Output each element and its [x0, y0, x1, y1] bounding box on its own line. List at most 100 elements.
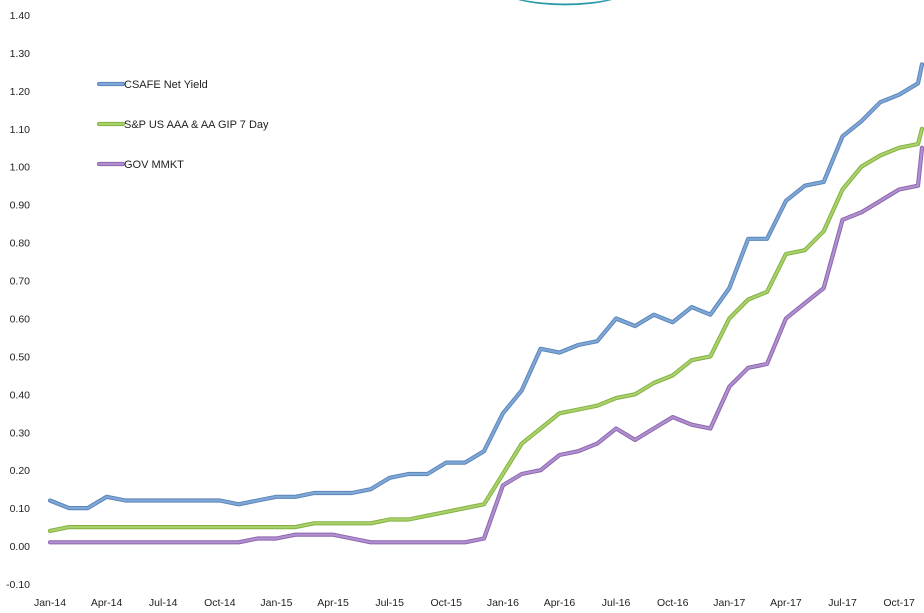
data-point — [407, 541, 409, 543]
data-point — [275, 496, 277, 498]
data-point — [672, 374, 674, 376]
data-point — [256, 537, 258, 539]
y-tick-label: 0.50 — [10, 351, 31, 363]
data-point — [521, 473, 523, 475]
y-tick-label: 0.60 — [10, 313, 31, 325]
data-point — [766, 291, 768, 293]
x-tick-label: Jul-15 — [375, 597, 404, 609]
legend-label: CSAFE Net Yield — [124, 79, 208, 91]
x-tick-label: Oct-14 — [204, 597, 236, 609]
legend-item: CSAFE Net Yield — [96, 79, 208, 91]
legend: CSAFE Net Yield S&P US AAA & AA GIP 7 Day… — [96, 79, 269, 171]
data-point — [917, 185, 919, 187]
y-tick-label: 0.40 — [10, 389, 31, 401]
series-line-outline — [47, 126, 924, 533]
data-point — [445, 511, 447, 513]
data-point — [407, 473, 409, 475]
data-point — [49, 541, 51, 543]
data-point — [294, 496, 296, 498]
data-point — [426, 473, 428, 475]
data-point — [68, 526, 70, 528]
data-point — [124, 526, 126, 528]
data-point — [728, 386, 730, 388]
data-point — [709, 427, 711, 429]
y-tick-label: 1.20 — [10, 86, 31, 98]
data-point — [483, 450, 485, 452]
data-point — [181, 499, 183, 501]
data-point — [728, 317, 730, 319]
data-point — [558, 412, 560, 414]
x-tick-label: Apr-16 — [544, 597, 576, 609]
data-point — [728, 287, 730, 289]
data-point — [917, 82, 919, 84]
data-point — [577, 344, 579, 346]
y-tick-label: 0.90 — [10, 200, 31, 212]
data-point — [219, 541, 221, 543]
data-point — [256, 526, 258, 528]
data-point — [219, 499, 221, 501]
data-point — [332, 534, 334, 536]
series-line-outline — [47, 145, 924, 545]
data-point — [804, 249, 806, 251]
data-point — [389, 541, 391, 543]
data-point — [105, 496, 107, 498]
data-point — [68, 507, 70, 509]
data-point — [521, 442, 523, 444]
data-point — [370, 488, 372, 490]
data-point — [766, 238, 768, 240]
data-point — [124, 541, 126, 543]
data-point — [426, 541, 428, 543]
data-point — [370, 522, 372, 524]
data-point — [313, 492, 315, 494]
data-point — [558, 454, 560, 456]
data-point — [464, 541, 466, 543]
data-point — [87, 541, 89, 543]
data-point — [200, 541, 202, 543]
data-point — [672, 416, 674, 418]
data-point — [294, 526, 296, 528]
data-point — [521, 389, 523, 391]
data-point — [615, 427, 617, 429]
data-point — [596, 442, 598, 444]
data-point — [879, 154, 881, 156]
y-tick-label: 0.80 — [10, 238, 31, 250]
data-point — [709, 314, 711, 316]
y-tick-label: 0.70 — [10, 276, 31, 288]
data-point — [898, 147, 900, 149]
data-point — [577, 450, 579, 452]
data-point — [162, 499, 164, 501]
data-point — [766, 363, 768, 365]
data-point — [502, 412, 504, 414]
data-point — [87, 526, 89, 528]
data-point — [181, 541, 183, 543]
data-point — [464, 507, 466, 509]
data-point — [785, 253, 787, 255]
x-tick-label: Jul-14 — [149, 597, 178, 609]
data-point — [68, 541, 70, 543]
y-tick-label: 0.00 — [10, 541, 31, 553]
data-point — [860, 211, 862, 213]
data-point — [87, 507, 89, 509]
x-tick-label: Apr-15 — [317, 597, 349, 609]
data-point — [483, 537, 485, 539]
data-point — [502, 473, 504, 475]
y-tick-label: 1.00 — [10, 162, 31, 174]
data-point — [558, 351, 560, 353]
y-tick-label: -0.10 — [6, 579, 30, 591]
data-point — [143, 541, 145, 543]
data-point — [351, 537, 353, 539]
data-point — [407, 518, 409, 520]
teal-arc-inner — [524, 0, 606, 4]
data-point — [426, 515, 428, 517]
data-point — [200, 526, 202, 528]
data-point — [200, 499, 202, 501]
x-tick-label: Apr-14 — [91, 597, 123, 609]
data-point — [841, 219, 843, 221]
data-point — [823, 287, 825, 289]
data-point — [49, 530, 51, 532]
data-point — [690, 424, 692, 426]
series-2-group — [47, 145, 924, 545]
data-point — [445, 541, 447, 543]
data-point — [219, 526, 221, 528]
series-line — [48, 63, 924, 510]
